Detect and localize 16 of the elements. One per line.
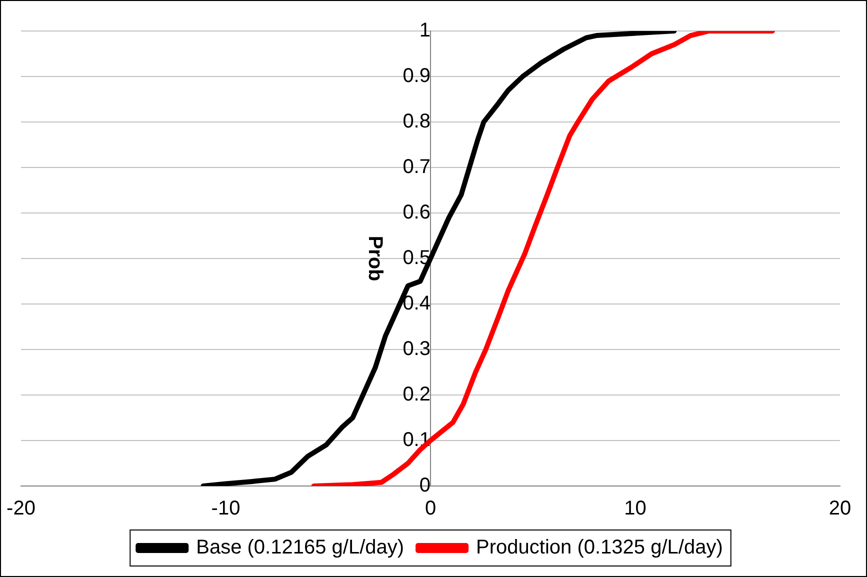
y-axis-title: Prob (364, 236, 386, 282)
x-tick-label: 10 (624, 498, 646, 520)
y-tick-label: 0 (419, 474, 430, 497)
y-tick-label: 0.3 (402, 338, 430, 360)
y-tick-label: 0.4 (402, 292, 430, 315)
x-tick-label: -20 (6, 498, 36, 520)
y-tick-label: 1 (419, 20, 430, 42)
x-tick-label: -10 (211, 498, 240, 520)
x-tick-label: 20 (828, 498, 852, 520)
y-tick-label: 0.2 (402, 384, 430, 406)
y-tick-label: 0.7 (402, 156, 430, 178)
y-tick-label: 0.9 (402, 65, 430, 88)
y-tick-label: 0.6 (402, 202, 430, 224)
y-tick-label: 0.8 (402, 110, 430, 133)
legend-label: Production (0.1325 g/L/day) (476, 536, 723, 559)
legend-label: Base (0.12165 g/L/day) (196, 536, 404, 559)
